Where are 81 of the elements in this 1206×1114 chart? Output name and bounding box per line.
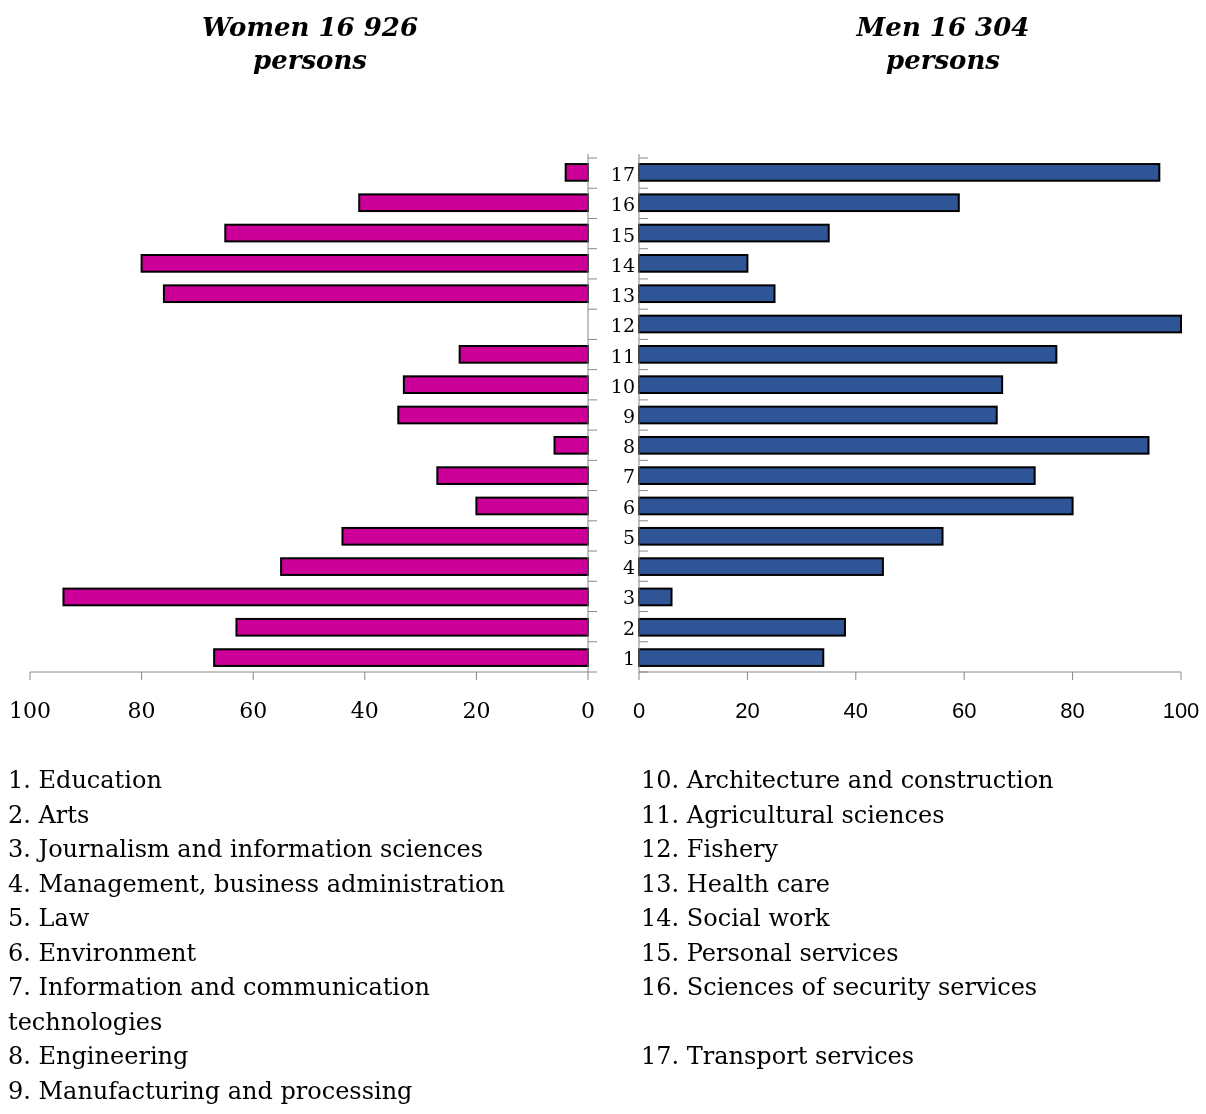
bar (402, 375, 589, 395)
y-tick-label: 10 (610, 374, 635, 397)
bar (280, 557, 589, 576)
bar (638, 254, 749, 273)
bar (341, 526, 589, 546)
x-tick-label: 80 (1060, 698, 1085, 723)
bar (62, 587, 589, 607)
text: 6. Environment (8, 938, 197, 967)
text: 7. Information and communication technologies (8, 973, 430, 1036)
bar (162, 284, 589, 304)
x-tick-label: 40 (350, 698, 379, 723)
bar (638, 163, 1161, 182)
bar (638, 284, 776, 304)
bar (638, 435, 1150, 455)
x-tick-label: 80 (127, 698, 156, 723)
bar (564, 163, 589, 182)
y-tick-label: 5 (622, 525, 635, 548)
text: 10. Architecture and construction (641, 766, 1054, 794)
text: 3. Journalism and information sciences (8, 835, 484, 863)
bar (638, 557, 884, 576)
text: 16. Sciences of security services (641, 973, 1038, 1001)
bar (553, 435, 589, 455)
bar (458, 345, 589, 364)
y-tick-label: 7 (622, 465, 635, 488)
y-tick-label: 1 (622, 646, 635, 669)
bar (638, 405, 998, 425)
x-tick-label: 0 (581, 698, 595, 723)
y-tick-label: 3 (622, 586, 635, 609)
bar (638, 617, 846, 637)
y-tick-label: 11 (610, 344, 635, 367)
text: 17. Transport services (641, 1042, 915, 1070)
y-tick-label: 13 (610, 284, 635, 307)
chart-title: Men 16 304 persons (855, 12, 1030, 75)
text: 11. Agricultural sciences (641, 800, 945, 829)
bar (235, 617, 589, 637)
x-tick-label: 60 (951, 698, 977, 723)
bar (638, 314, 1182, 334)
x-tick-label: 100 (1162, 698, 1200, 723)
text: 15. Personal services (641, 938, 899, 967)
y-tick-label: 15 (610, 223, 635, 246)
text: 2. Arts (8, 800, 90, 829)
bar (638, 466, 1036, 485)
text: 14. Social work (641, 904, 830, 932)
bar (436, 466, 589, 485)
text: 9. Manufacturing and processing (8, 1076, 413, 1105)
bar (638, 587, 673, 607)
y-tick-label: 9 (622, 405, 635, 427)
bar (638, 223, 830, 243)
x-tick-label: 40 (843, 698, 869, 723)
y-tick-label: 2 (622, 616, 635, 639)
y-tick-label: 6 (622, 495, 635, 518)
y-tick-label: 17 (610, 163, 635, 186)
text: 8. Engineering (8, 1042, 189, 1070)
bar (638, 526, 944, 546)
text: 4. Management, business administration (8, 869, 506, 898)
x-tick-label: 60 (239, 698, 268, 723)
y-tick-label: 14 (610, 253, 635, 276)
y-tick-label: 8 (622, 435, 635, 458)
x-tick-label: 20 (735, 698, 760, 723)
y-tick-label: 4 (622, 556, 635, 579)
bar (397, 405, 589, 425)
bar (638, 375, 1004, 395)
text: 5. Law (8, 904, 90, 932)
bar (213, 648, 589, 667)
bar (638, 648, 825, 667)
text: 13. Health care (641, 869, 831, 898)
chart-title: Women 16 926 persons (202, 12, 418, 75)
text: 12. Fishery (641, 835, 779, 863)
x-tick-label: 100 (9, 698, 51, 723)
bar (475, 496, 589, 516)
x-tick-label: 0 (632, 698, 646, 723)
x-tick-label: 20 (462, 698, 491, 723)
y-tick-label: 16 (610, 193, 635, 216)
bar (224, 223, 589, 243)
bar (638, 345, 1058, 364)
bar (638, 496, 1074, 516)
bar (638, 193, 960, 213)
bar (358, 193, 589, 213)
bar (140, 254, 589, 273)
text: 1. Education (8, 766, 162, 794)
y-tick-label: 12 (610, 314, 635, 337)
